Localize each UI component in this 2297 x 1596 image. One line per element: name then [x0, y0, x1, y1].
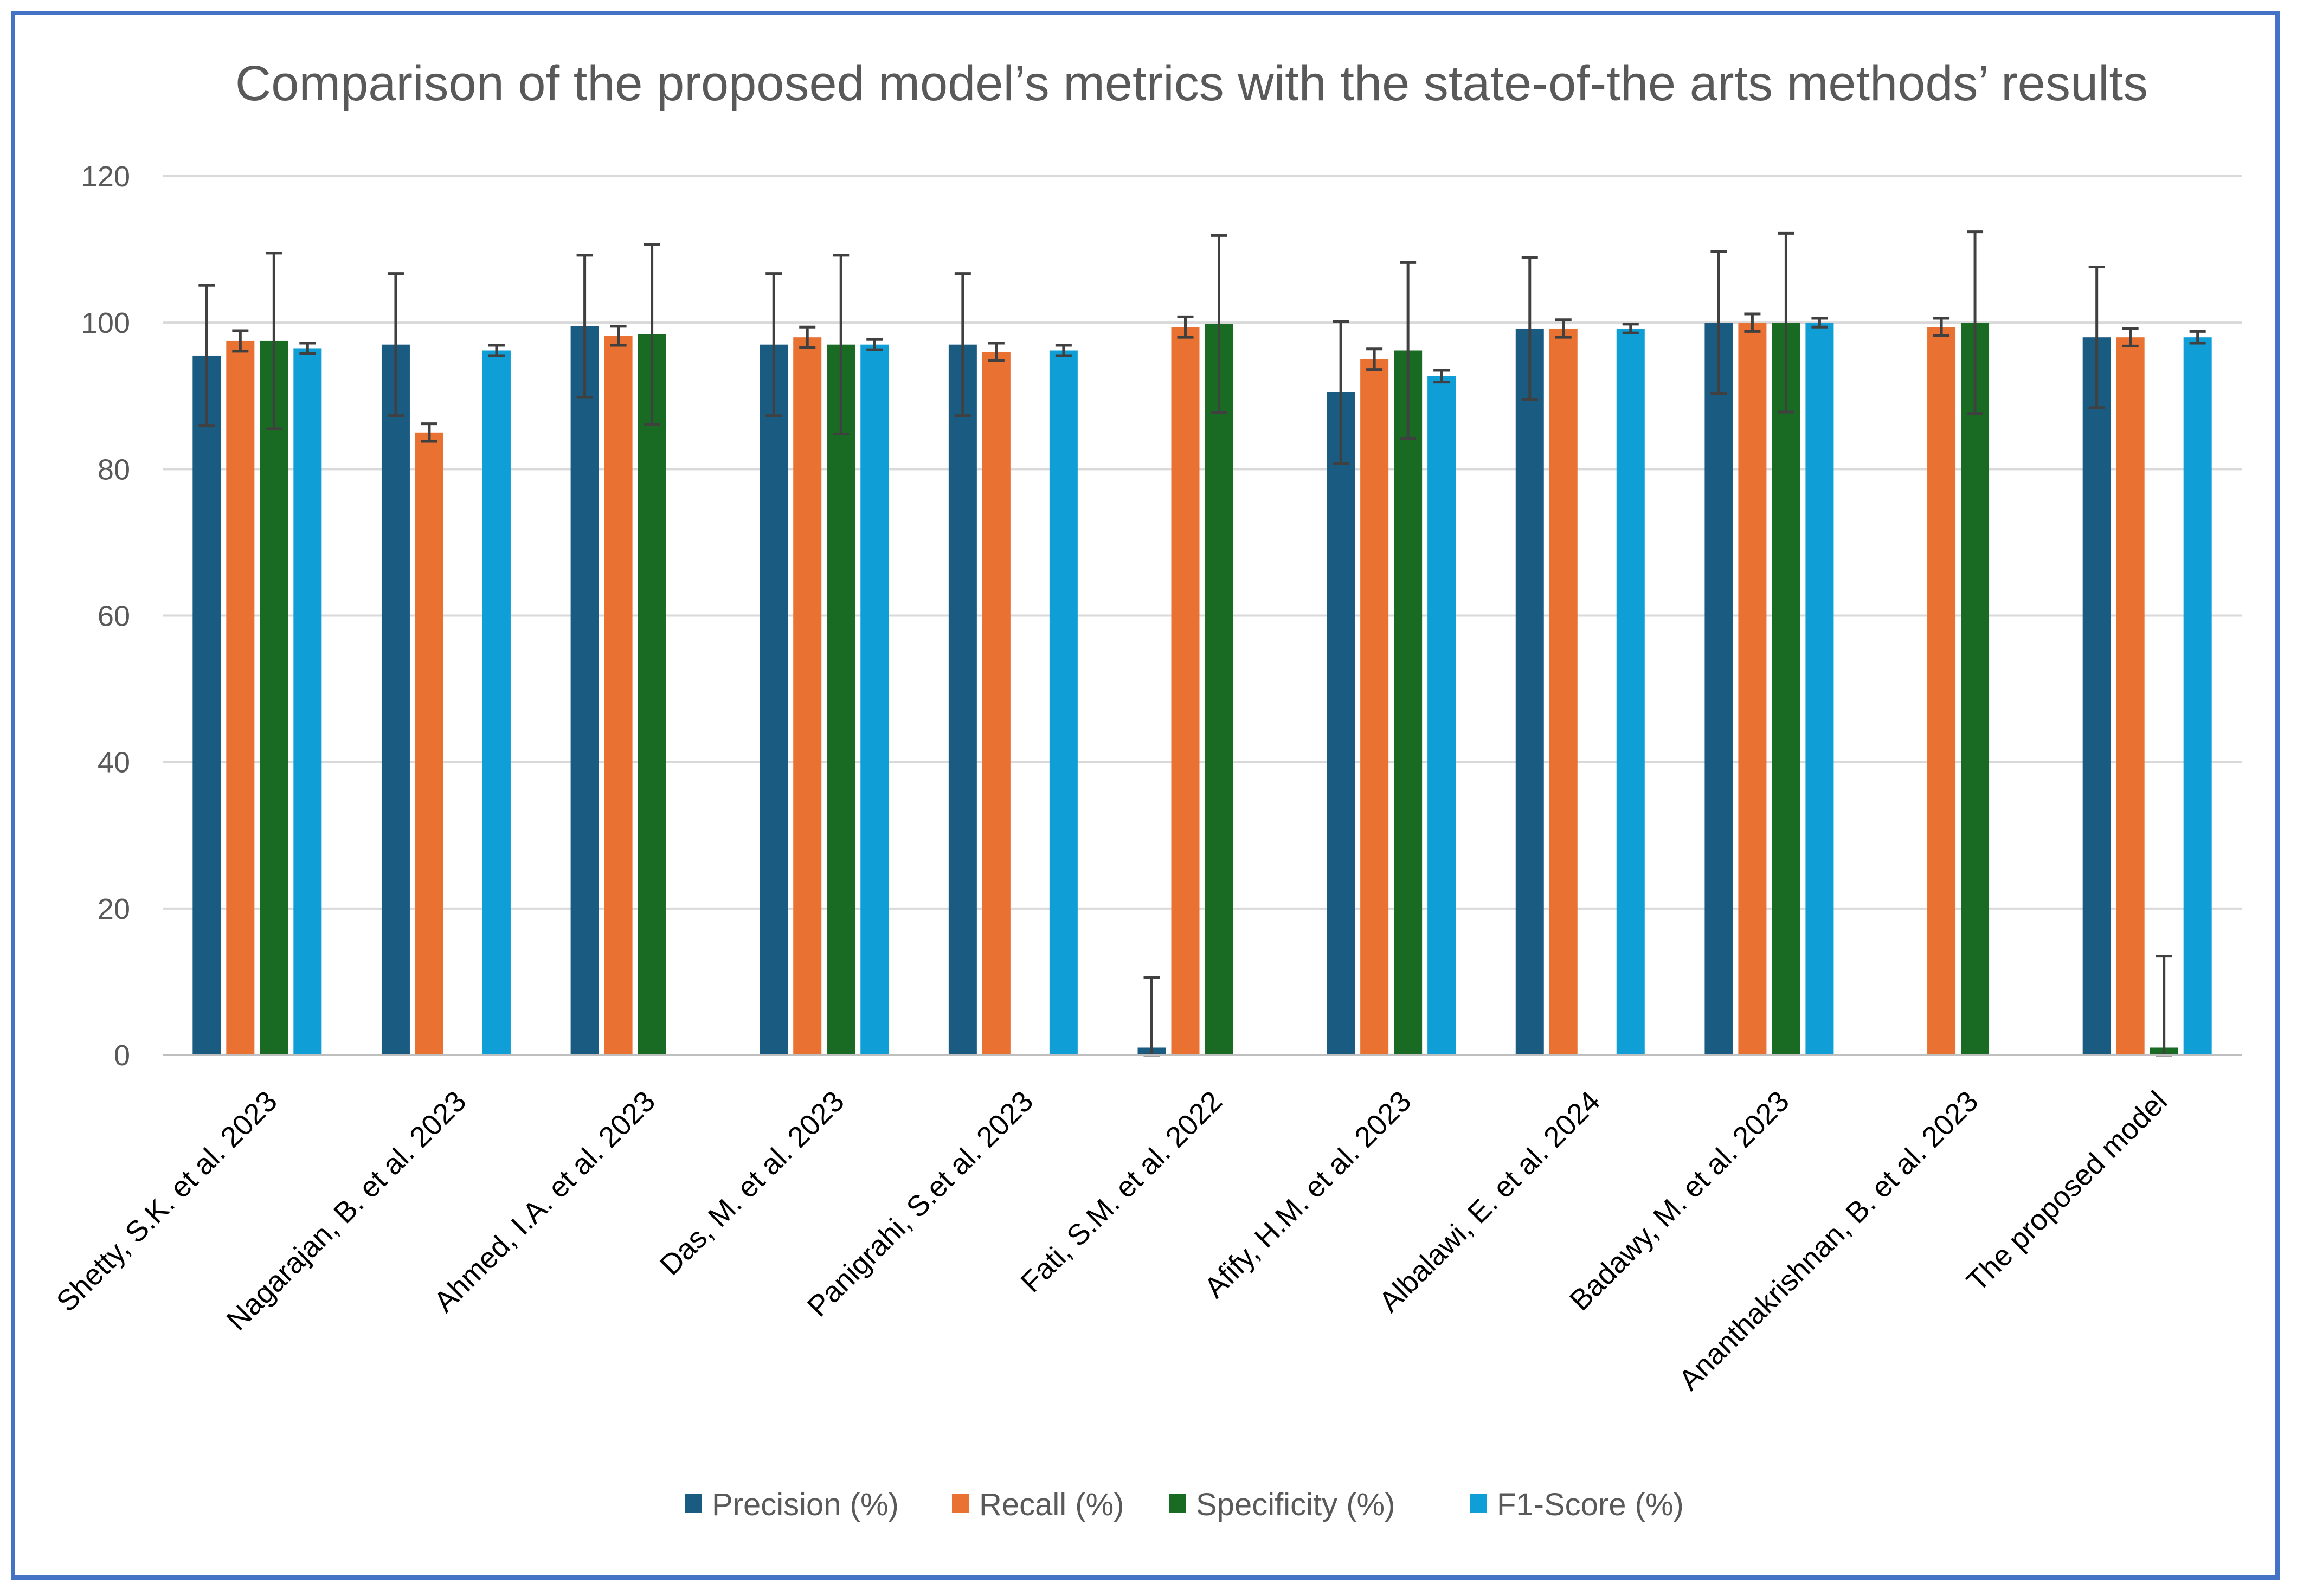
bar	[482, 350, 511, 1056]
x-category-label: Ananthakrishnan, B. et al. 2023	[1672, 1085, 1984, 1397]
bar	[604, 336, 633, 1055]
x-category-label: Das, M. et al. 2023	[654, 1085, 851, 1282]
bar	[2116, 337, 2145, 1055]
bar	[1394, 350, 1423, 1056]
legend-label: F1-Score (%)	[1497, 1487, 1684, 1522]
bar	[2082, 337, 2111, 1055]
bar	[948, 344, 977, 1055]
chart-title: Comparison of the proposed model’s metri…	[235, 56, 2148, 111]
bar	[827, 344, 855, 1055]
bar	[1427, 376, 1456, 1055]
bar	[1961, 323, 1990, 1055]
bar	[1738, 323, 1767, 1055]
legend-label: Specificity (%)	[1196, 1487, 1395, 1522]
y-tick-label: 0	[114, 1039, 130, 1072]
x-category-label: The proposed model	[1961, 1085, 2174, 1298]
y-tick-label: 40	[98, 746, 130, 779]
x-category-label: Shetty, S.K. et al. 2023	[50, 1085, 284, 1318]
bar	[1704, 323, 1733, 1055]
y-axis-ticks: 0 20 40 60 80 100 120	[81, 160, 130, 1072]
bar	[638, 334, 666, 1055]
bars	[192, 323, 2212, 1056]
bar	[1205, 324, 1233, 1055]
x-category-label: Ahmed, I.A. et al. 2023	[428, 1085, 661, 1318]
bar	[1515, 328, 1544, 1055]
bar	[1360, 359, 1389, 1056]
y-tick-label: 60	[98, 600, 130, 633]
y-tick-label: 80	[98, 453, 130, 486]
bar	[982, 352, 1011, 1056]
legend-swatch	[685, 1494, 702, 1513]
bar	[293, 348, 322, 1056]
x-category-label: Badawy, M. et al. 2023	[1563, 1085, 1796, 1317]
bar	[1549, 328, 1578, 1055]
bar	[1616, 328, 1645, 1055]
bar	[793, 337, 822, 1055]
x-category-label: Fati, S.M. et al. 2022	[1014, 1085, 1228, 1299]
bar	[1049, 350, 1078, 1056]
x-category-label: Albalawi, E. et al. 2024	[1373, 1085, 1606, 1318]
legend-swatch	[1470, 1494, 1487, 1513]
bar	[1927, 327, 1956, 1055]
bar	[415, 432, 443, 1055]
bar	[260, 340, 288, 1055]
bar	[1805, 323, 1834, 1055]
bar	[381, 344, 410, 1055]
bar	[1327, 392, 1355, 1055]
x-category-label: Afify, H.M. et al. 2023	[1198, 1085, 1418, 1304]
y-tick-label: 100	[81, 307, 130, 339]
legend-swatch	[952, 1494, 969, 1513]
bar	[570, 326, 599, 1055]
legend-swatch	[1169, 1494, 1186, 1513]
bar	[760, 344, 788, 1055]
y-tick-label: 120	[81, 160, 130, 193]
bar	[2183, 337, 2212, 1055]
bar	[226, 340, 255, 1055]
error-bars	[198, 230, 2206, 1057]
bar	[860, 344, 889, 1055]
legend: Precision (%) Recall (%) Specificity (%) F1…	[685, 1487, 1684, 1522]
y-tick-label: 20	[98, 893, 130, 925]
bar	[1171, 327, 1200, 1055]
legend-label: Precision (%)	[712, 1487, 899, 1522]
legend-label: Recall (%)	[979, 1487, 1124, 1522]
bar	[192, 355, 221, 1056]
bar	[1772, 323, 1800, 1055]
